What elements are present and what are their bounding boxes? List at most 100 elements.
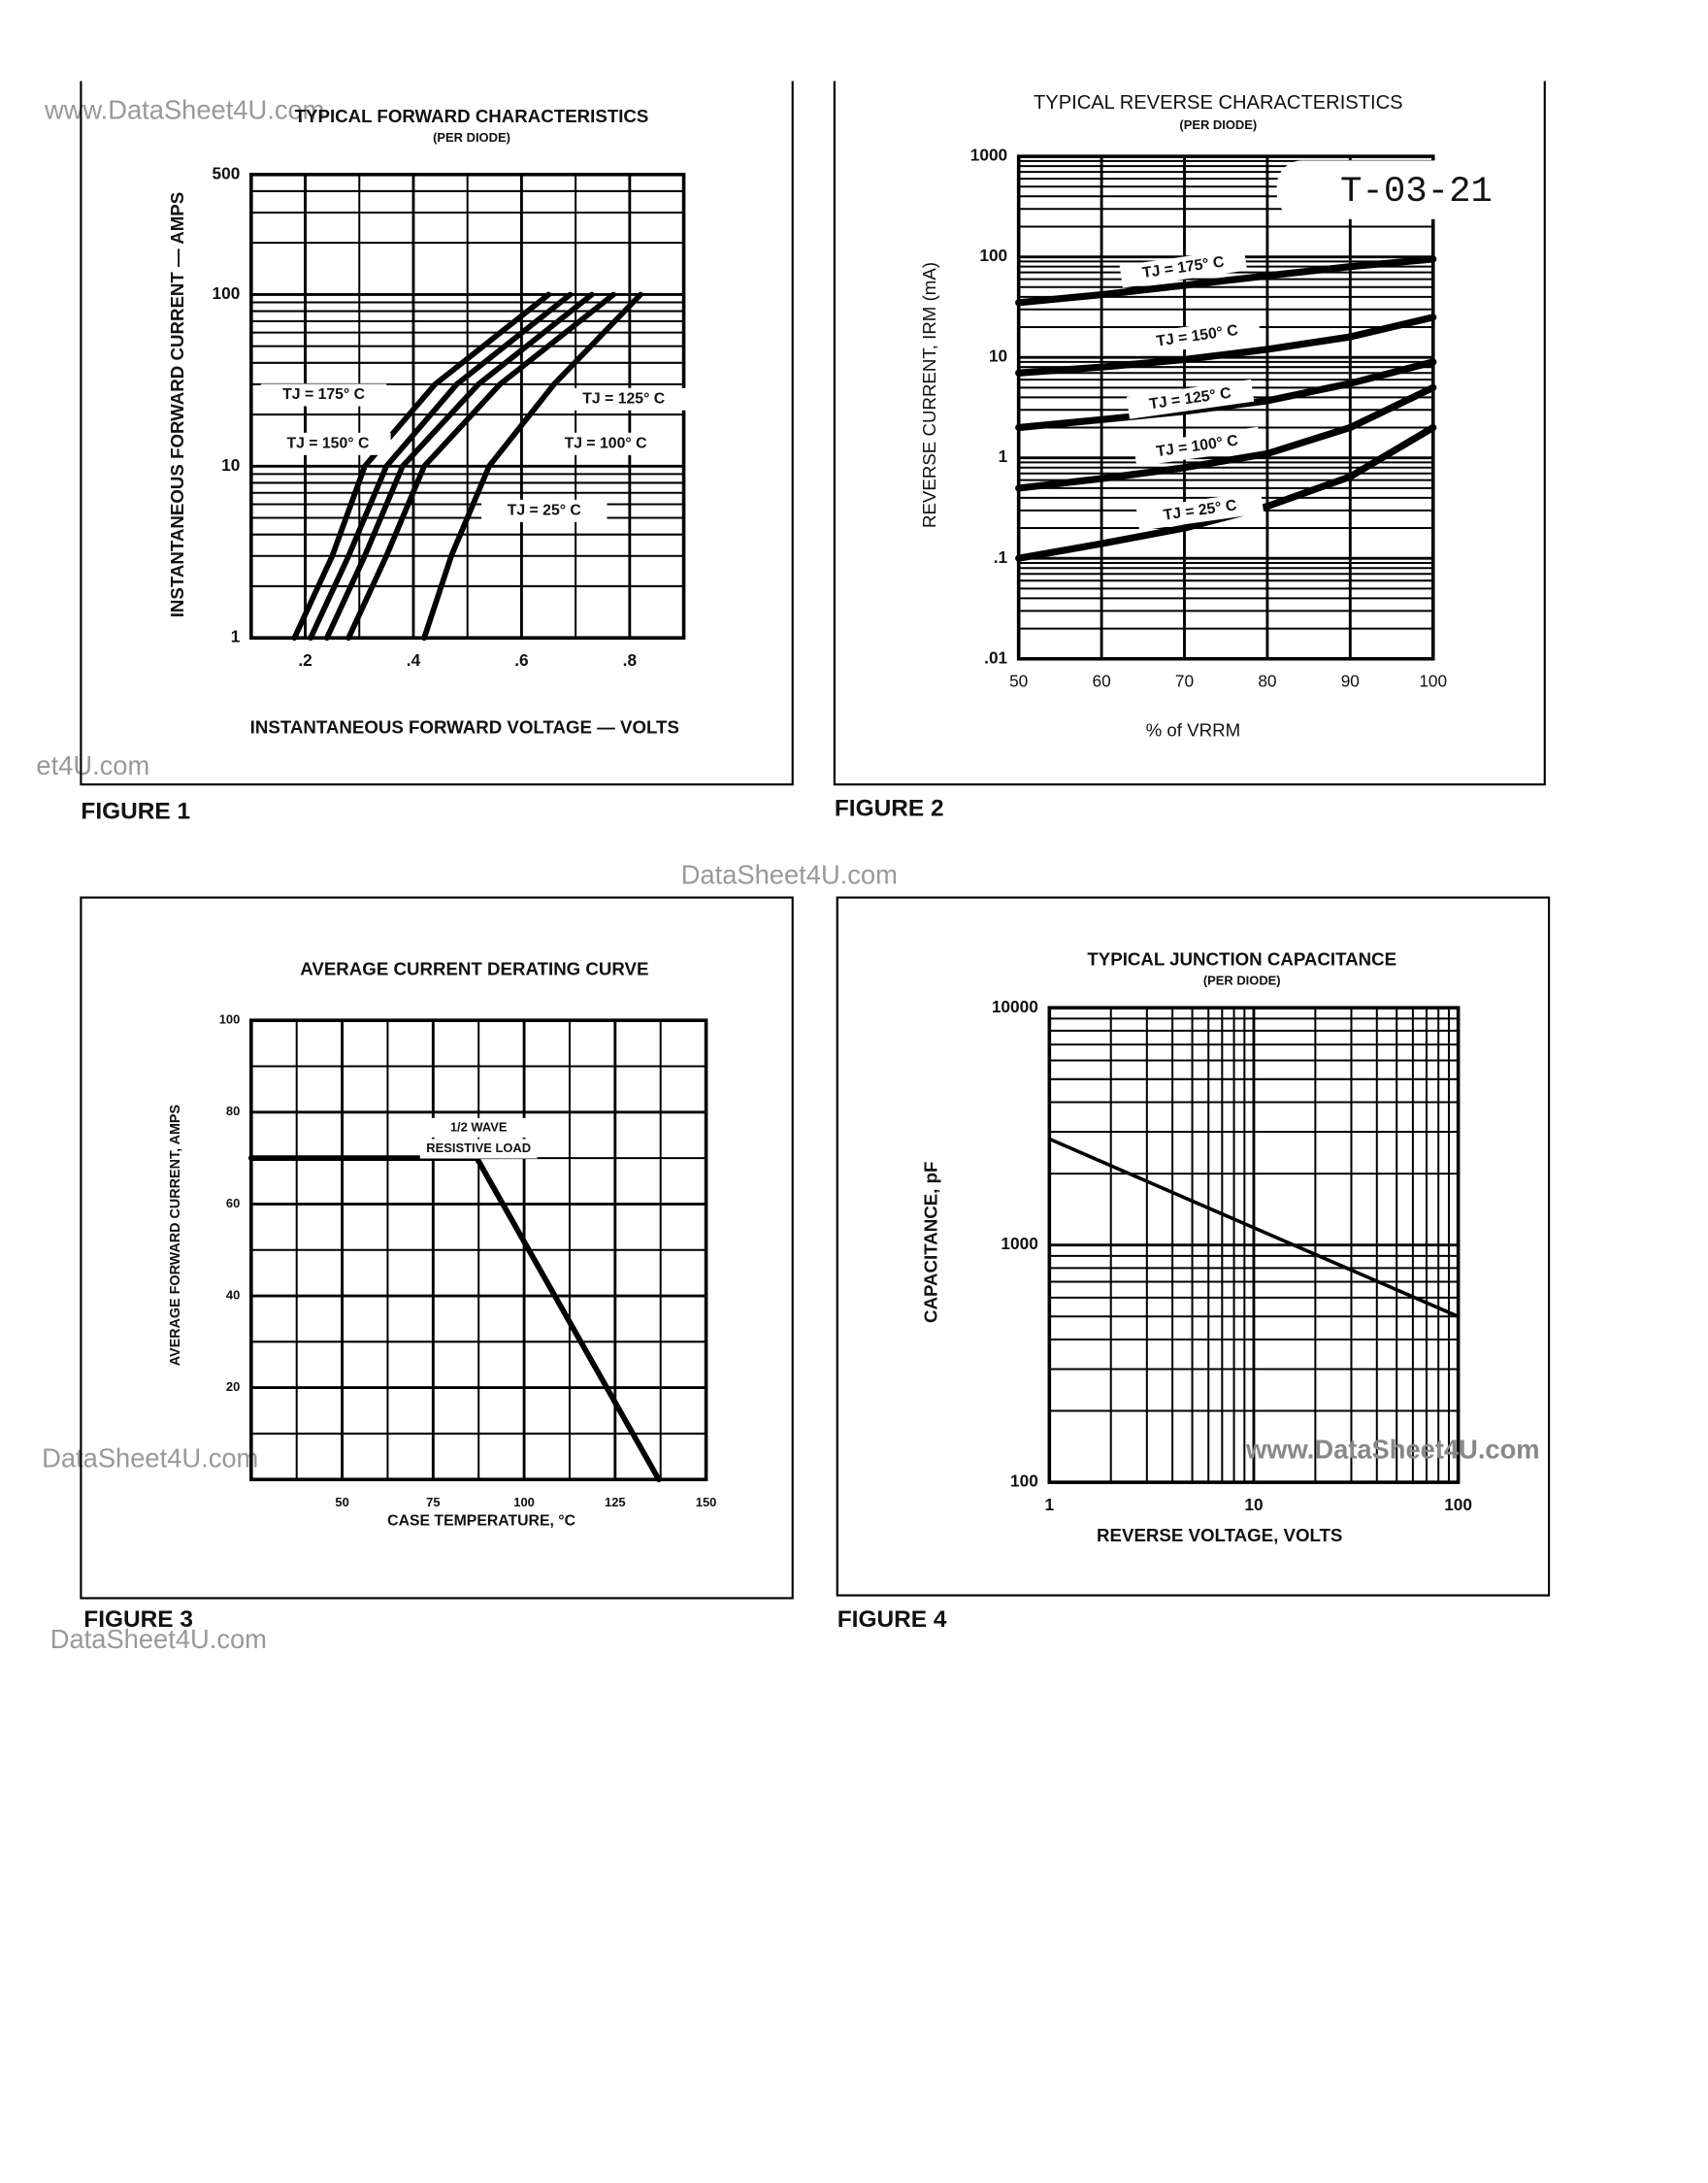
series-line [1015, 358, 1437, 432]
series-label-box [260, 383, 387, 407]
y-tick-label: 1000 [1001, 1234, 1037, 1253]
series-label-box [1133, 426, 1262, 467]
y-tick-label: 10 [989, 347, 1007, 366]
chart-subtitle: (PER DIODE) [1179, 117, 1257, 132]
y-tick-label: 80 [226, 1104, 240, 1118]
series-label-box [1119, 248, 1248, 288]
figure-box [836, 896, 1551, 1597]
y-tick-label: 100 [1010, 1472, 1038, 1491]
series-label: TJ = 25° C [508, 503, 581, 519]
x-tick-label: 10 [1244, 1495, 1263, 1514]
x-tick-label: 80 [1258, 672, 1276, 691]
series-label-box [561, 387, 687, 411]
series-line [308, 291, 574, 642]
y-tick-label: 60 [226, 1196, 240, 1210]
watermarks: www.DataSheet4U.com et4U.com DataSheet4U… [36, 94, 897, 1654]
series-label: TJ = 175° C [282, 386, 365, 403]
y-tick-label: 100 [979, 246, 1007, 265]
y-tick-label: 1 [999, 447, 1008, 466]
x-tick-label: 70 [1175, 672, 1194, 691]
y-tick-label: 500 [213, 163, 241, 182]
charts: FIGURE 1 TYPICAL FORWARD CHARACTERISTICS (… [80, 81, 1551, 1633]
watermark: www.DataSheet4U.com [1245, 1435, 1540, 1465]
series-line [421, 291, 643, 642]
figure-box [80, 896, 794, 1600]
x-axis-label: % of VRRM [1146, 719, 1241, 740]
y-tick-label: 100 [213, 283, 241, 303]
annotation: RESISTIVE LOAD [426, 1141, 531, 1155]
series-line [1015, 383, 1437, 492]
series-label-box [542, 432, 669, 455]
figure-box [80, 81, 794, 786]
series-line [1015, 314, 1437, 377]
y-tick-label: 10000 [992, 997, 1038, 1016]
y-axis-label: AVERAGE FORWARD CURRENT, AMPS [168, 1104, 183, 1366]
figure-caption: FIGURE 2 [835, 795, 944, 821]
annotation-box [419, 1117, 538, 1138]
chart-subtitle: (PER DIODE) [1203, 973, 1281, 987]
y-tick-label: 40 [226, 1287, 240, 1302]
x-tick-label: 100 [1419, 672, 1447, 691]
x-tick-label: 150 [696, 1495, 717, 1509]
figure-caption: FIGURE 3 [83, 1606, 193, 1633]
plot-frame [1016, 154, 1435, 661]
plot-frame [249, 1018, 708, 1482]
plot-frame [1047, 1006, 1461, 1484]
x-tick-label: 1 [1045, 1495, 1055, 1514]
y-tick-label: 100 [219, 1012, 241, 1027]
chart: FIGURE 4 TYPICAL JUNCTION CAPACITANCE (PER… [836, 896, 1551, 1633]
x-tick-label: 60 [1092, 672, 1110, 691]
series-line [345, 291, 616, 642]
x-tick-label: .4 [407, 650, 421, 670]
stamp: T-03-21 [1340, 172, 1493, 213]
watermark: DataSheet4U.com [681, 859, 898, 889]
figure-caption: FIGURE 4 [838, 1606, 947, 1633]
y-tick-label: 20 [226, 1379, 240, 1394]
y-tick-label: 10 [221, 455, 240, 475]
x-tick-label: 75 [426, 1495, 440, 1509]
y-tick-label: .1 [994, 547, 1008, 567]
chart: FIGURE 1 TYPICAL FORWARD CHARACTERISTICS (… [80, 81, 794, 824]
annotation: 1/2 WAVE [450, 1119, 508, 1134]
x-tick-label: .8 [623, 650, 638, 670]
chart-title: TYPICAL REVERSE CHARACTERISTICS [1034, 92, 1403, 114]
x-axis-label: REVERSE VOLTAGE, VOLTS [1097, 1525, 1342, 1545]
chart: FIGURE 2 TYPICAL REVERSE CHARACTERISTICS (… [833, 81, 1546, 821]
y-tick-label: 1000 [970, 146, 1007, 165]
watermark: www.DataSheet4U.com [44, 94, 324, 124]
x-tick-label: 100 [1444, 1495, 1472, 1514]
series-label-box [1126, 379, 1255, 419]
series-label-box [1133, 316, 1262, 356]
x-tick-label: 125 [605, 1495, 626, 1509]
series-line [1015, 255, 1437, 307]
series-line [291, 291, 552, 642]
figure-caption: FIGURE 1 [81, 798, 190, 824]
y-axis-label: CAPACITANCE, pF [920, 1162, 940, 1323]
data-line [1047, 1137, 1461, 1319]
series-label-box [481, 499, 608, 522]
x-tick-label: 90 [1341, 672, 1360, 691]
x-axis-label: INSTANTANEOUS FORWARD VOLTAGE — VOLTS [250, 717, 679, 738]
y-tick-label: .01 [984, 647, 1007, 667]
y-tick-label: 1 [231, 627, 241, 646]
y-axis-label: REVERSE CURRENT, IRM (mA) [919, 262, 939, 528]
x-tick-label: 100 [513, 1495, 535, 1509]
x-axis-label: CASE TEMPERATURE, °C [387, 1513, 575, 1530]
chart-subtitle: (PER DIODE) [433, 130, 510, 145]
y-axis-label: INSTANTANEOUS FORWARD CURRENT — AMPS [167, 192, 187, 617]
x-tick-label: .2 [298, 650, 312, 670]
stamp-box [1276, 160, 1542, 219]
series-label: TJ = 125° C [582, 390, 665, 407]
chart-title: AVERAGE CURRENT DERATING CURVE [300, 958, 648, 978]
x-tick-label: 50 [1009, 672, 1028, 691]
annotation-box [419, 1139, 538, 1159]
chart: FIGURE 3 AVERAGE CURRENT DERATING CURVE CA… [80, 896, 794, 1633]
series-label: TJ = 150° C [286, 435, 369, 451]
watermark: et4U.com [36, 750, 149, 780]
series-line [324, 291, 595, 642]
x-tick-label: .6 [514, 650, 528, 670]
watermark: DataSheet4U.com [42, 1442, 258, 1472]
series-label: TJ = 100° C [565, 435, 647, 451]
x-tick-label: 50 [335, 1495, 348, 1509]
